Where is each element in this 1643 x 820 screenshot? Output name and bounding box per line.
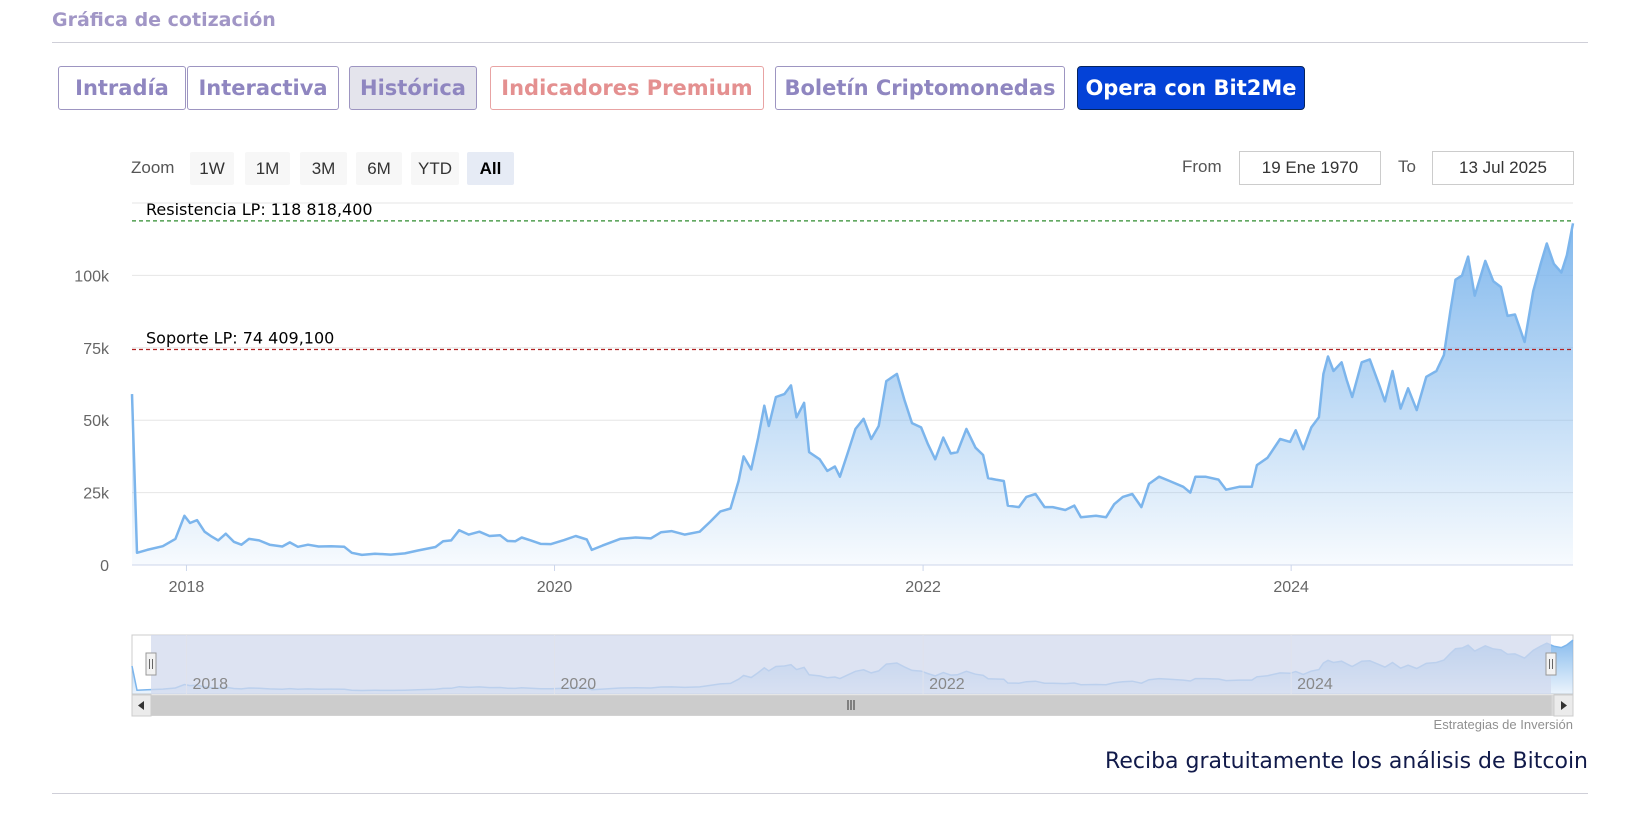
opera-con-bit2me-button[interactable]: Opera con Bit2Me bbox=[1077, 66, 1305, 110]
x-tick-label: 2018 bbox=[169, 579, 205, 596]
price-line bbox=[130, 223, 1575, 557]
from-label: From bbox=[1182, 157, 1222, 176]
navigator-tick-label: 2022 bbox=[929, 676, 965, 693]
tab-boletin-criptomonedas[interactable]: Boletín Criptomonedas bbox=[775, 66, 1065, 110]
y-tick-label: 25k bbox=[83, 486, 110, 503]
support-label: Soporte LP: 74 409,100 bbox=[146, 329, 334, 348]
navigator-right-handle[interactable] bbox=[1545, 652, 1557, 676]
navigator-tick-label: 2024 bbox=[1297, 676, 1333, 693]
zoom-6m-button[interactable]: 6M bbox=[356, 152, 402, 185]
from-date-input[interactable]: 19 Ene 1970 bbox=[1239, 151, 1381, 185]
bottom-divider bbox=[52, 793, 1588, 794]
navigator-tick-label: 2020 bbox=[561, 676, 597, 693]
x-tick-label: 2022 bbox=[905, 579, 941, 596]
zoom-all-button[interactable]: All bbox=[467, 152, 514, 185]
zoom-3m-button[interactable]: 3M bbox=[300, 152, 347, 185]
zoom-1m-button[interactable]: 1M bbox=[245, 152, 290, 185]
top-divider bbox=[52, 42, 1588, 43]
x-tick-label: 2020 bbox=[537, 579, 573, 596]
tab-indicadores-premium[interactable]: Indicadores Premium bbox=[490, 66, 764, 110]
x-tick-label: 2024 bbox=[1273, 579, 1309, 596]
to-date-input[interactable]: 13 Jul 2025 bbox=[1432, 151, 1574, 185]
tab-historica[interactable]: Histórica bbox=[349, 66, 477, 110]
navigator-scrollbar[interactable] bbox=[131, 694, 1574, 717]
y-tick-label: 50k bbox=[83, 413, 110, 430]
arrow-right-icon bbox=[1561, 701, 1567, 710]
zoom-label: Zoom bbox=[131, 158, 175, 177]
zoom-1w-button[interactable]: 1W bbox=[190, 152, 234, 185]
zoom-ytd-button[interactable]: YTD bbox=[411, 152, 459, 185]
section-title: Gráfica de cotización bbox=[52, 9, 276, 31]
resistance-label: Resistencia LP: 118 818,400 bbox=[146, 200, 373, 219]
price-area bbox=[132, 223, 1573, 566]
y-tick-label: 100k bbox=[74, 268, 110, 285]
navigator-left-handle[interactable] bbox=[145, 652, 157, 676]
navigator-mask bbox=[151, 635, 1551, 694]
chart-credit[interactable]: Estrategias de Inversión bbox=[1433, 717, 1573, 732]
y-tick-label: 0 bbox=[100, 558, 109, 575]
to-label: To bbox=[1398, 157, 1416, 176]
newsletter-cta[interactable]: Reciba gratuitamente los análisis de Bit… bbox=[1105, 749, 1588, 774]
tab-interactiva[interactable]: Interactiva bbox=[187, 66, 339, 110]
navigator-tick-label: 2018 bbox=[192, 676, 228, 693]
tab-intradia[interactable]: Intradía bbox=[58, 66, 186, 110]
arrow-left-icon bbox=[138, 701, 144, 710]
y-tick-label: 75k bbox=[83, 341, 110, 358]
